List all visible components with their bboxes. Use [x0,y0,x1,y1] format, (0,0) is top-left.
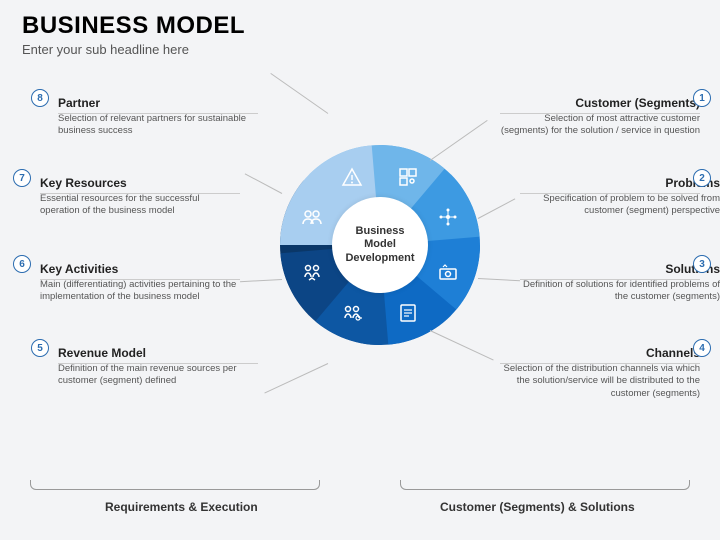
share-icon [437,206,459,228]
number-badge-6: 6 [13,255,31,273]
list-icon [397,302,419,324]
item-5: Revenue Model Definition of the main reve… [58,346,258,388]
item-3: Solutions Definition of solutions for ide… [520,262,720,304]
item-title-8: Partner [58,96,258,110]
number-badge-5: 5 [31,339,49,357]
item-title-1: Customer (Segments) [500,96,700,110]
donut-chart: Business ModelDevelopment [280,145,480,345]
item-desc-1: Selection of most attractive customer (s… [500,113,700,138]
number-badge-3: 3 [693,255,711,273]
underline-4 [500,363,700,364]
connector-5 [264,363,328,393]
number-badge-8: 8 [31,89,49,107]
number-badge-2: 2 [693,169,711,187]
number-badge-4: 4 [693,339,711,357]
donut-center-label: Business ModelDevelopment [332,197,428,293]
item-1: Customer (Segments) Selection of most att… [500,96,700,138]
item-desc-7: Essential resources for the successful o… [40,193,240,218]
item-title-3: Solutions [520,262,720,276]
item-4: Channels Selection of the distribution ch… [500,346,700,400]
connector-8 [270,73,328,114]
connector-6 [240,279,282,282]
item-8: Partner Selection of relevant partners fo… [58,96,258,138]
connector-2 [478,198,516,219]
item-title-6: Key Activities [40,262,240,276]
underline-1 [500,113,700,114]
item-2: Problems Specification of problem to be s… [520,176,720,218]
underline-2 [520,193,700,194]
item-desc-4: Selection of the distribution channels v… [500,363,700,400]
group-brace-left [30,480,320,490]
item-desc-8: Selection of relevant partners for susta… [58,113,258,138]
item-desc-3: Definition of solutions for identified p… [520,279,720,304]
number-badge-1: 1 [693,89,711,107]
key-icon [341,302,363,324]
connector-3 [478,278,520,281]
partner-icon [301,262,323,284]
underline-6 [40,279,240,280]
number-badge-7: 7 [13,169,31,187]
people-icon [301,206,323,228]
group-brace-right [400,480,690,490]
item-6: Key Activities Main (differentiating) act… [40,262,240,304]
item-desc-5: Definition of the main revenue sources p… [58,363,258,388]
item-title-5: Revenue Model [58,346,258,360]
header: BUSINESS MODEL Enter your sub headline h… [22,12,245,57]
warning-icon [341,166,363,188]
underline-7 [40,193,240,194]
item-title-4: Channels [500,346,700,360]
underline-8 [58,113,258,114]
group-label-left: Requirements & Execution [105,500,258,514]
item-desc-6: Main (differentiating) activities pertai… [40,279,240,304]
item-title-2: Problems [520,176,720,190]
connector-7 [245,173,283,194]
page-subtitle: Enter your sub headline here [22,42,245,57]
group-label-right: Customer (Segments) & Solutions [440,500,635,514]
puzzle-icon [397,166,419,188]
item-7: Key Resources Essential resources for the… [40,176,240,218]
item-title-7: Key Resources [40,176,240,190]
money-icon [437,262,459,284]
underline-3 [520,279,700,280]
page-title: BUSINESS MODEL [22,12,245,40]
underline-5 [58,363,258,364]
item-desc-2: Specification of problem to be solved fr… [520,193,720,218]
